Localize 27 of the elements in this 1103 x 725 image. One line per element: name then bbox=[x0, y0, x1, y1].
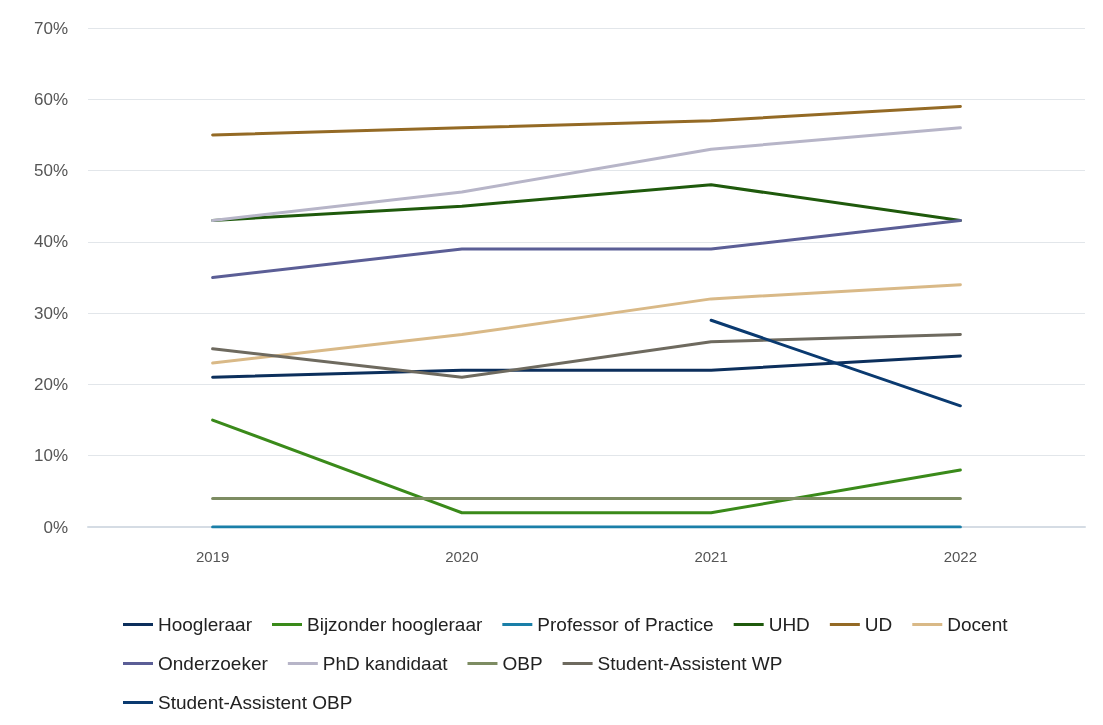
y-tick-label: 70% bbox=[33, 18, 68, 38]
legend-label: PhD kandidaat bbox=[322, 653, 449, 674]
legend-label: UD bbox=[864, 614, 893, 635]
legend-label: Professor of Practice bbox=[537, 614, 714, 635]
legend-label: Bijzonder hoogleraar bbox=[307, 614, 483, 635]
legend-label: Docent bbox=[947, 614, 1009, 635]
legend-label: Student-Assistent OBP bbox=[158, 692, 353, 713]
legend-label: OBP bbox=[502, 653, 543, 674]
y-tick-label: 50% bbox=[33, 161, 68, 181]
x-tick-label: 2022 bbox=[943, 548, 978, 565]
line-series bbox=[211, 283, 962, 365]
y-tick-label: 0% bbox=[43, 517, 68, 537]
y-tick-label: 30% bbox=[33, 303, 68, 323]
line-series bbox=[211, 126, 962, 222]
y-tick-label: 10% bbox=[33, 446, 68, 466]
y-tick-label: 40% bbox=[33, 232, 68, 252]
legend-label: Student-Assistent WP bbox=[597, 653, 783, 674]
line-series bbox=[211, 104, 962, 137]
legend-label: UHD bbox=[768, 614, 810, 635]
y-tick-label: 60% bbox=[33, 89, 68, 109]
line-series bbox=[211, 333, 962, 379]
y-tick-label: 20% bbox=[33, 374, 68, 394]
x-tick-label: 2019 bbox=[195, 548, 230, 565]
legend-label: Onderzoeker bbox=[158, 653, 269, 674]
x-tick-label: 2020 bbox=[445, 548, 479, 565]
legend-label: Hoogleraar bbox=[158, 614, 253, 635]
x-tick-label: 2021 bbox=[694, 548, 728, 565]
